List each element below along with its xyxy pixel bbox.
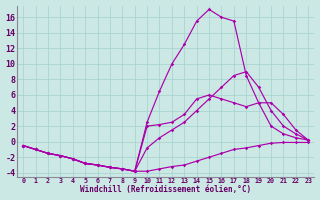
X-axis label: Windchill (Refroidissement éolien,°C): Windchill (Refroidissement éolien,°C) xyxy=(80,185,251,194)
